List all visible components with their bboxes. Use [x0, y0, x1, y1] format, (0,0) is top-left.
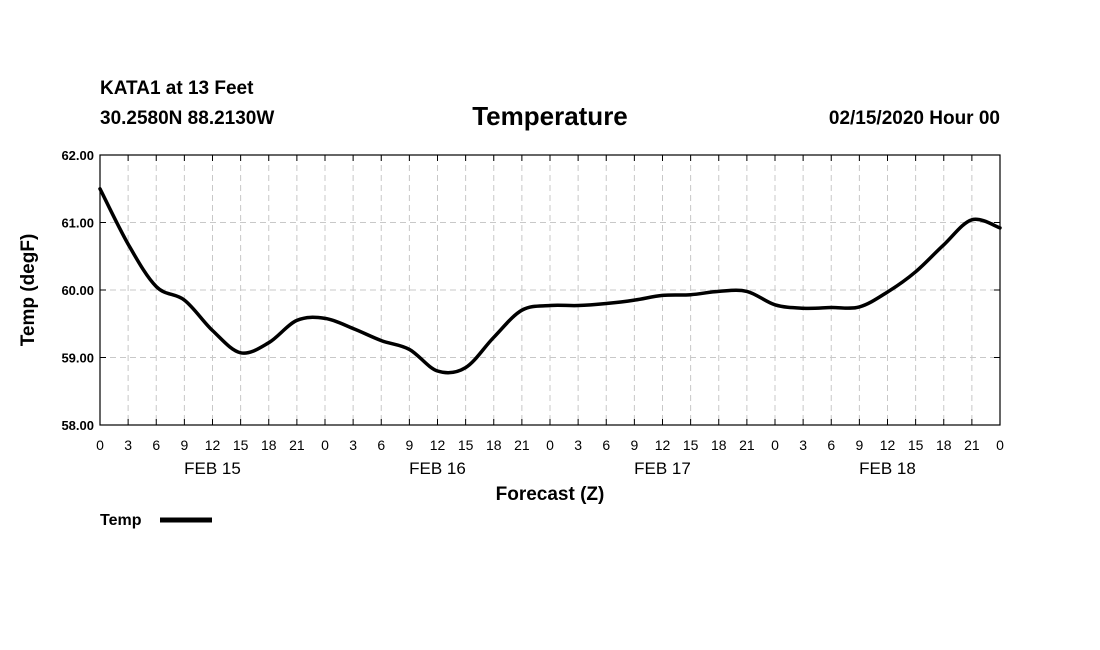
x-tick-label: 12: [430, 437, 446, 453]
x-tick-label: 0: [96, 437, 104, 453]
x-tick-label: 3: [799, 437, 807, 453]
x-tick-label: 12: [880, 437, 896, 453]
x-tick-label: 9: [180, 437, 188, 453]
day-label: FEB 18: [859, 459, 916, 478]
day-label: FEB 16: [409, 459, 466, 478]
x-tick-label: 0: [996, 437, 1004, 453]
y-axis-label: Temp (degF): [18, 234, 39, 347]
temp-series-line: [98, 187, 1002, 375]
x-tick-label: 15: [458, 437, 474, 453]
station-coordinates: 30.2580N 88.2130W: [100, 108, 274, 129]
grid-lines: [100, 155, 1000, 425]
x-tick-label: 3: [574, 437, 582, 453]
x-tick-label: 9: [630, 437, 638, 453]
x-tick-label: 15: [683, 437, 699, 453]
x-tick-label: 12: [655, 437, 671, 453]
x-tick-label: 3: [349, 437, 357, 453]
x-axis-day-labels: FEB 15 FEB 16 FEB 17 FEB 18: [184, 459, 916, 478]
x-tick-label: 9: [855, 437, 863, 453]
x-tick-label: 18: [936, 437, 952, 453]
x-tick-label: 6: [827, 437, 835, 453]
x-tick-label: 9: [405, 437, 413, 453]
x-tick-label: 21: [289, 437, 305, 453]
x-tick-label: 18: [486, 437, 502, 453]
legend-label: Temp: [100, 512, 142, 529]
x-tick-label: 0: [321, 437, 329, 453]
x-tick-label: 6: [602, 437, 610, 453]
forecast-run-time: 02/15/2020 Hour 00: [829, 108, 1000, 129]
chart-title: Temperature: [472, 101, 628, 131]
station-name: KATA1 at 13 Feet: [100, 78, 254, 99]
x-tick-label: 12: [205, 437, 221, 453]
x-tick-label: 6: [377, 437, 385, 453]
x-tick-label: 18: [261, 437, 277, 453]
x-tick-label: 21: [739, 437, 755, 453]
x-tick-label: 18: [711, 437, 727, 453]
y-tick-label: 58.00: [61, 418, 94, 433]
day-label: FEB 17: [634, 459, 691, 478]
plot-frame: [99, 154, 1001, 426]
x-tick-label: 15: [233, 437, 249, 453]
x-tick-label: 21: [964, 437, 980, 453]
x-tick-label: 0: [546, 437, 554, 453]
y-tick-label: 61.00: [61, 216, 94, 231]
x-tick-label: 6: [152, 437, 160, 453]
x-tick-label: 15: [908, 437, 924, 453]
x-tick-label: 3: [124, 437, 132, 453]
day-label: FEB 15: [184, 459, 241, 478]
x-axis-label: Forecast (Z): [496, 484, 605, 505]
x-tick-label: 21: [514, 437, 530, 453]
y-tick-label: 62.00: [61, 148, 94, 163]
x-axis-ticks: 0 3 6 9 12 15 18 21 0 3 6 9 12 15 18 21 0 3 6 9 12 15 18 21 0 3 6 9…: [96, 155, 1004, 453]
y-tick-label: 59.00: [61, 351, 94, 366]
y-tick-label: 60.00: [61, 283, 94, 298]
x-tick-label: 0: [771, 437, 779, 453]
